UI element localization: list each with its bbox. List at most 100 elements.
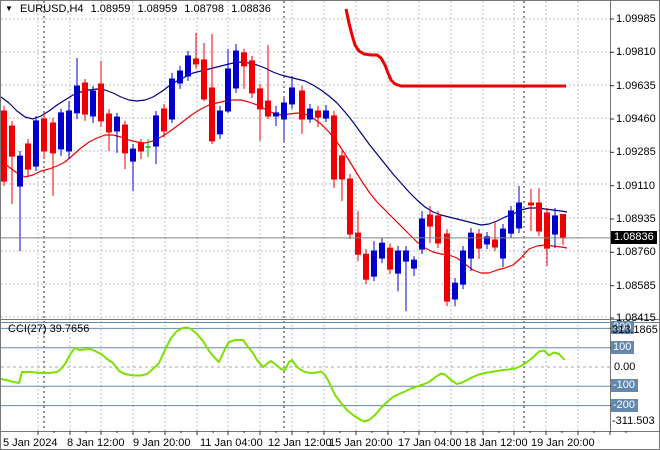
candle-body bbox=[82, 82, 88, 115]
price-axis-label: 1.09810 bbox=[616, 46, 656, 59]
candle-body bbox=[58, 112, 64, 150]
candle-body bbox=[427, 214, 433, 227]
candle-body bbox=[273, 112, 279, 117]
time-axis-label: 12 Jan 12:00 bbox=[268, 437, 332, 449]
candle-body bbox=[17, 155, 23, 187]
candle-body bbox=[90, 90, 96, 117]
low-value: 1.08798 bbox=[184, 3, 225, 15]
candle-body bbox=[500, 228, 506, 259]
price-axis-label: 1.08415 bbox=[616, 312, 656, 325]
candle-body bbox=[9, 125, 15, 157]
slow-ma-line bbox=[1, 61, 568, 226]
candle-body bbox=[299, 90, 305, 120]
time-axis-label: 17 Jan 04:00 bbox=[398, 437, 462, 449]
indicator-value: 39.7656 bbox=[49, 323, 90, 335]
candle-body bbox=[241, 52, 247, 67]
cci-line bbox=[1, 326, 565, 423]
candle-body bbox=[249, 60, 255, 94]
time-axis-label: 8 Jan 12:00 bbox=[67, 437, 125, 449]
candle-body bbox=[387, 247, 393, 270]
candle-body bbox=[114, 116, 120, 132]
candle-body bbox=[307, 108, 313, 120]
close-value: 1.08836 bbox=[231, 3, 271, 15]
open-value: 1.08959 bbox=[90, 3, 131, 15]
time-axis-label: 11 Jan 04:00 bbox=[200, 437, 263, 449]
candle-body bbox=[371, 250, 377, 277]
candle-body bbox=[560, 213, 566, 239]
candle-body bbox=[169, 78, 175, 120]
chart-ohlc-header: ▼ EURUSD,H4 1.08959 1.08959 1.08798 1.08… bbox=[5, 3, 275, 15]
candle-body bbox=[33, 120, 39, 167]
cci-min-label: -311.503 bbox=[612, 415, 655, 427]
price-axis-label: 1.08760 bbox=[616, 246, 656, 259]
candle-body bbox=[411, 259, 417, 269]
candle-body bbox=[50, 122, 56, 154]
price-axis-label: 1.09635 bbox=[616, 79, 656, 92]
indicator-label: CCI(27) 39.7656 bbox=[8, 323, 89, 335]
candle-body bbox=[217, 110, 223, 135]
price-axis-label: 1.09460 bbox=[616, 113, 656, 125]
candle-body bbox=[161, 108, 167, 132]
candle-body bbox=[1, 110, 7, 182]
candle-body bbox=[281, 102, 287, 120]
candle-body bbox=[25, 143, 31, 170]
price-axis-label: 1.08935 bbox=[616, 213, 656, 225]
candle-body bbox=[508, 210, 514, 234]
candle-body bbox=[516, 202, 522, 229]
time-axis-label: 18 Jan 12:00 bbox=[464, 437, 528, 449]
candle-body bbox=[153, 115, 159, 147]
candle-body bbox=[289, 87, 295, 105]
price-axis-label: 1.09285 bbox=[616, 146, 656, 159]
candle-body bbox=[315, 110, 321, 118]
step-ma-line bbox=[344, 8, 566, 88]
candle-body bbox=[331, 115, 337, 180]
price-axis-label: 1.08585 bbox=[616, 279, 656, 292]
cci-level-badge: -200 bbox=[611, 398, 639, 412]
candle-body bbox=[395, 250, 401, 274]
candle-body bbox=[379, 242, 385, 259]
candle-body bbox=[177, 70, 183, 84]
price-axis-label: 1.09985 bbox=[616, 13, 656, 25]
candle-body bbox=[225, 68, 231, 112]
candle-body bbox=[185, 55, 191, 77]
cci-zero-label: 0.00 bbox=[614, 361, 636, 373]
candle-body bbox=[435, 215, 441, 244]
candle-body bbox=[544, 212, 550, 249]
candle-body bbox=[347, 178, 353, 235]
candle-body bbox=[323, 110, 329, 119]
candle-body bbox=[201, 59, 207, 100]
candle-body bbox=[484, 236, 490, 245]
candle-body bbox=[41, 118, 47, 152]
candle-body bbox=[403, 250, 409, 262]
candle-body bbox=[130, 148, 136, 162]
time-axis-label: 5 Jan 2024 bbox=[3, 437, 58, 449]
candle-body bbox=[363, 253, 369, 280]
candle-body bbox=[468, 232, 474, 259]
cci-max-label: 313.1865 bbox=[612, 324, 658, 336]
candle-body bbox=[339, 155, 345, 180]
symbol-dropdown-icon[interactable]: ▼ bbox=[5, 4, 13, 13]
candle-body bbox=[528, 202, 534, 206]
symbol-period-label: EURUSD,H4 bbox=[19, 3, 84, 15]
time-axis-label: 19 Jan 20:00 bbox=[531, 437, 595, 449]
candle-body bbox=[444, 233, 450, 302]
time-axis-label: 15 Jan 20:00 bbox=[329, 437, 393, 449]
high-value: 1.08959 bbox=[137, 3, 178, 15]
candle-body bbox=[138, 142, 144, 152]
candle-body bbox=[257, 88, 263, 110]
candle-body bbox=[476, 233, 482, 249]
candle-body bbox=[98, 83, 104, 122]
candle-body bbox=[74, 85, 80, 114]
candle-body bbox=[419, 218, 425, 250]
candle-body bbox=[552, 215, 558, 235]
cci-level-badge: -100 bbox=[611, 379, 639, 393]
candle-body bbox=[536, 202, 542, 232]
candle-body bbox=[66, 110, 72, 152]
candle-body bbox=[122, 124, 128, 154]
candle-body bbox=[492, 239, 498, 248]
price-axis-label: 1.09110 bbox=[616, 179, 655, 192]
candle-body bbox=[193, 58, 199, 65]
candle-body bbox=[233, 50, 239, 89]
